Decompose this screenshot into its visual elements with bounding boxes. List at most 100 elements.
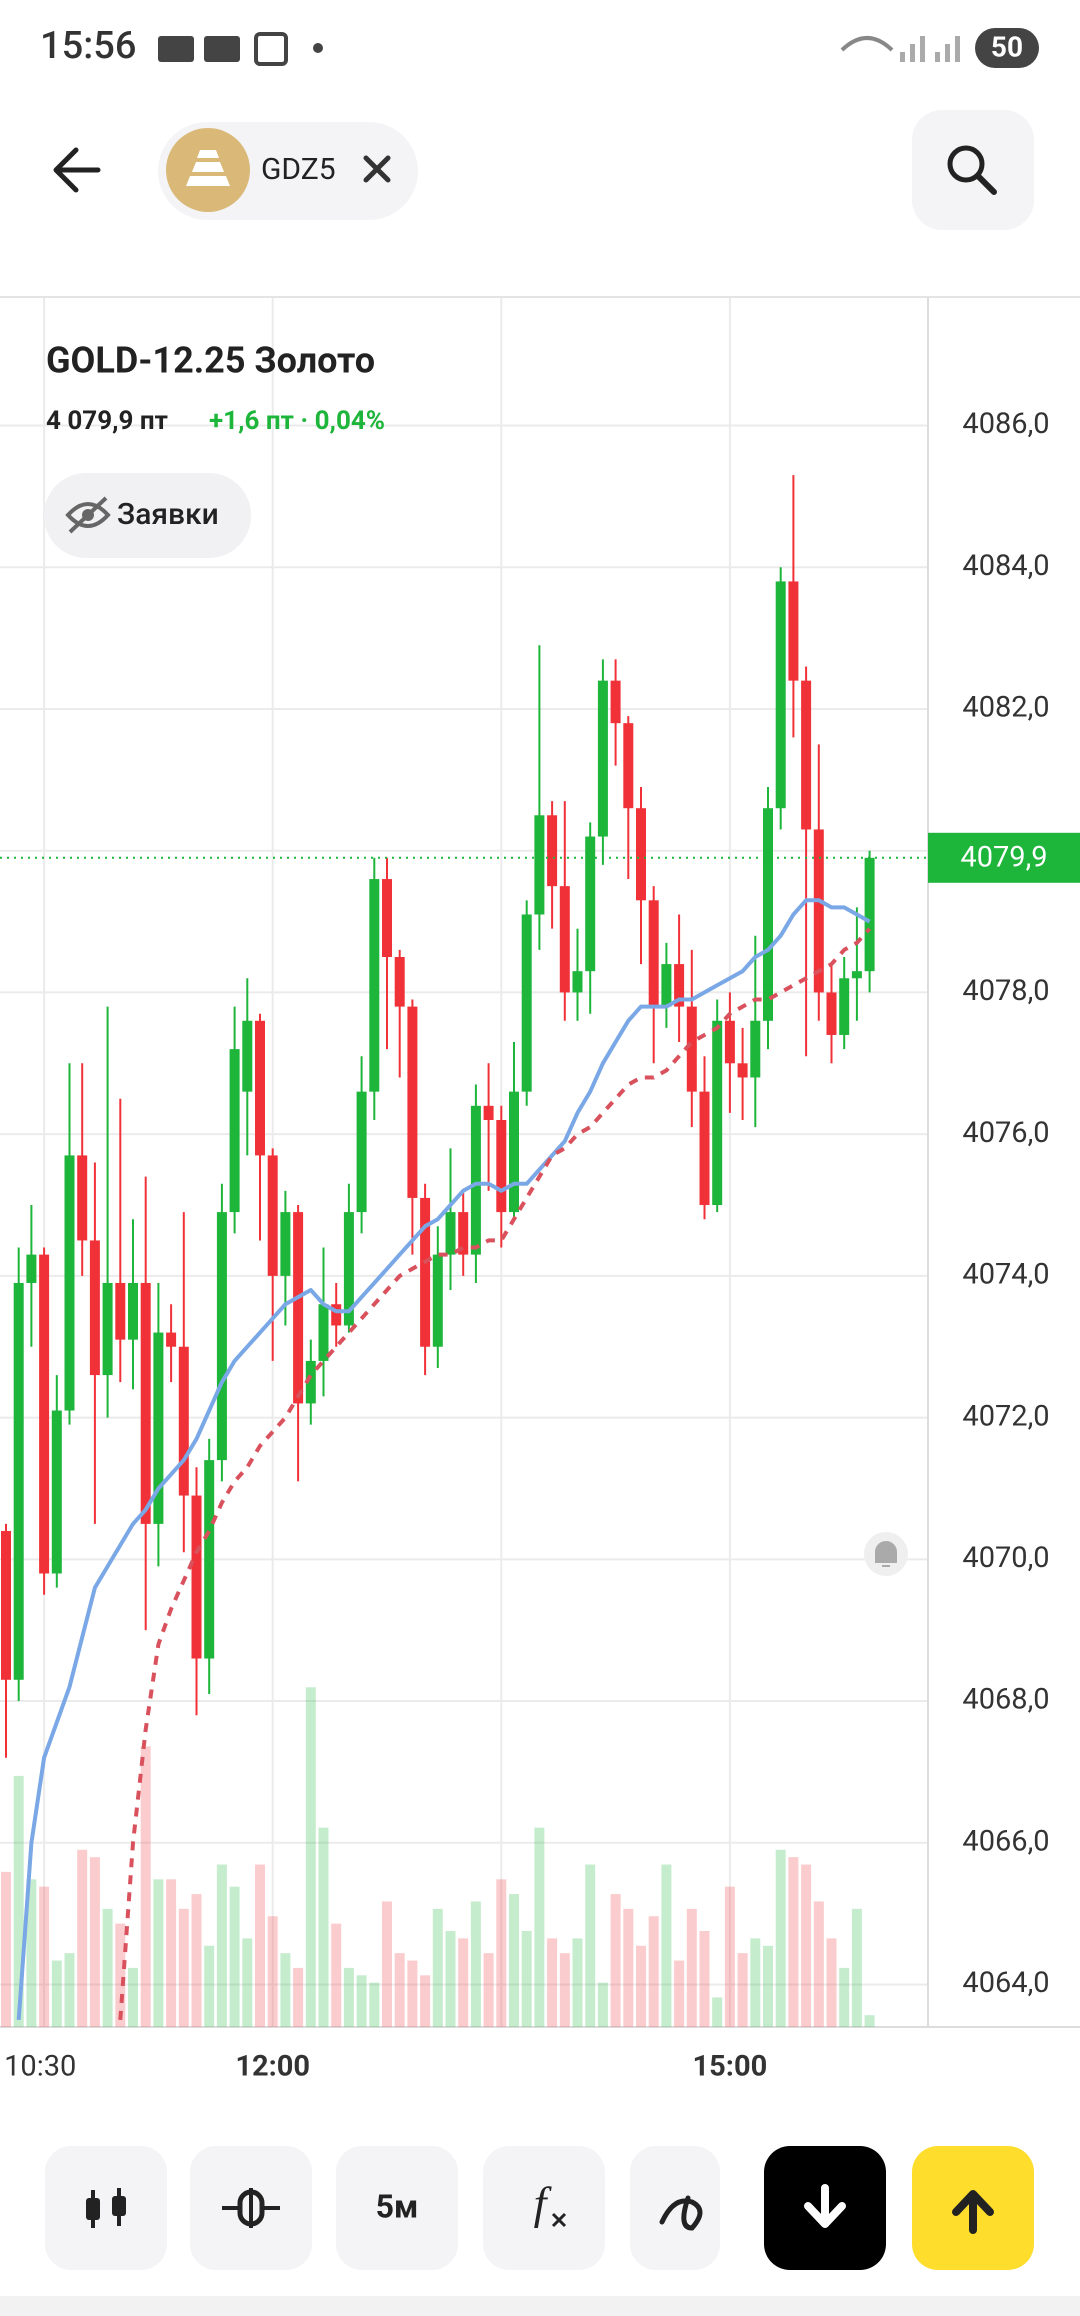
candle-body [178, 1346, 189, 1496]
candle-body [521, 914, 532, 1092]
candle-body [610, 680, 621, 724]
candle-body [775, 581, 786, 809]
volume-bar [763, 1945, 773, 2027]
volume-bar [534, 1827, 545, 2027]
candle-body [509, 1091, 519, 1213]
candle-body [559, 886, 570, 993]
ticker: GDZ5 [261, 152, 336, 187]
alert-bell[interactable] [864, 1532, 908, 1576]
volume-bar [343, 1967, 354, 2027]
candle-body [674, 964, 685, 1007]
candle-body [648, 900, 659, 1007]
volume-bar [788, 1857, 799, 2027]
sell-button[interactable] [764, 2146, 886, 2270]
volume-bar [483, 1953, 494, 2027]
candle-body [851, 971, 862, 979]
y-tick-label: 4074,0 [962, 1258, 1049, 1292]
ticker-chip[interactable] [158, 122, 418, 220]
candle-body [280, 1212, 291, 1276]
candle-body [445, 1212, 456, 1255]
volume-bar [496, 1879, 507, 2027]
volume-bar [229, 1886, 240, 2027]
volume-bar [610, 1894, 621, 2027]
volume-bar [509, 1894, 519, 2027]
candle-body [699, 1091, 710, 1206]
chart-type-button[interactable] [45, 2146, 167, 2270]
y-tick-label: 4066,0 [962, 1824, 1049, 1858]
candle-body [496, 1119, 507, 1213]
orders-label: Заявки [117, 497, 219, 532]
y-tick-label: 4086,0 [962, 407, 1049, 441]
candle-body [229, 1049, 240, 1213]
volume-bar [750, 1938, 761, 2027]
candle-body [51, 1410, 62, 1574]
candle-body [153, 1332, 164, 1524]
indicators-button[interactable]: f [483, 2146, 605, 2270]
volume-bar [166, 1879, 177, 2027]
search-button[interactable] [912, 110, 1034, 230]
candle-body [712, 1020, 723, 1206]
interval-button[interactable] [336, 2146, 458, 2270]
y-tick-label: 4076,0 [962, 1116, 1049, 1150]
volume-bar [470, 1901, 481, 2027]
candle-body [331, 1304, 342, 1326]
candle-body [115, 1282, 126, 1340]
candle-body [26, 1254, 37, 1283]
volume-bar [293, 1967, 304, 2027]
volume-bar [280, 1953, 291, 2027]
candle-body [737, 1063, 748, 1078]
volume-bar [102, 1908, 113, 2027]
candle-body [801, 680, 812, 830]
volume-bar [737, 1953, 748, 2027]
candle-body [534, 815, 545, 915]
candle-body [788, 581, 799, 681]
candle-body [13, 1282, 24, 1680]
volume-bar [331, 1923, 342, 2027]
candle-body [458, 1212, 469, 1255]
back-button[interactable] [40, 130, 120, 210]
drawing-button[interactable] [190, 2146, 312, 2270]
instrument-title: GOLD-12.25 Золото [46, 340, 375, 382]
curve-button[interactable] [630, 2146, 720, 2270]
orders-toggle[interactable] [44, 473, 251, 558]
volume-bar [661, 1864, 672, 2027]
volume-bar [547, 1938, 558, 2027]
current-price-label: 4079,9 [960, 840, 1047, 874]
volume-bar [382, 1901, 392, 2027]
candle-body [128, 1282, 138, 1340]
volume-bar [724, 1886, 735, 2027]
y-tick-label: 4084,0 [962, 549, 1049, 583]
y-tick-label: 4064,0 [962, 1966, 1049, 2000]
volume-bar [64, 1953, 75, 2027]
last-price: 4 079,9 пт [46, 406, 168, 436]
volume-bar [39, 1886, 50, 2027]
candle-body [255, 1020, 265, 1156]
volume-bar [89, 1857, 100, 2027]
candle-body [64, 1155, 75, 1411]
volume-bar [242, 1938, 253, 2027]
price-change: +1,6 пт · 0,04% [209, 406, 385, 436]
candle-body [547, 815, 558, 887]
candle-body [39, 1254, 50, 1574]
volume-bar [128, 1967, 138, 2027]
volume-bar [191, 1894, 202, 2027]
x-tick-label: 12:00 [235, 2050, 310, 2084]
volume-bar [255, 1864, 265, 2027]
candle-body [686, 1006, 697, 1092]
volume-bar [521, 1930, 532, 2027]
volume-bar [636, 1945, 646, 2027]
volume-bar [1, 1871, 11, 2027]
volume-bar [394, 1953, 405, 2027]
status-icons [158, 28, 1039, 68]
volume-bar [153, 1879, 164, 2027]
candle-body [572, 971, 583, 993]
candle-body [318, 1304, 329, 1361]
candle-body [305, 1360, 316, 1404]
volume-bar [77, 1849, 88, 2027]
candle-body [470, 1105, 481, 1255]
volume-bar [432, 1908, 443, 2027]
volume-bar [597, 1982, 608, 2027]
volume-bar [204, 1945, 215, 2027]
buy-button[interactable] [912, 2146, 1034, 2270]
volume-bar [26, 1879, 37, 2027]
